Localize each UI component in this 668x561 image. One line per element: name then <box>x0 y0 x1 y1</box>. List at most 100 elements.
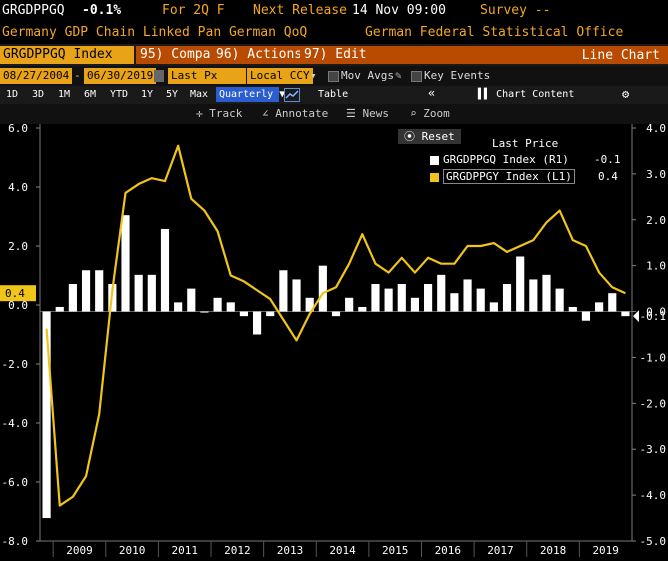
left-last-tag <box>0 285 36 302</box>
bar <box>542 274 551 312</box>
plot-background <box>40 124 632 543</box>
legend-item[interactable]: GRGDPPGY Index (L1) <box>430 169 575 184</box>
bar <box>279 270 288 312</box>
legend-swatch-white <box>430 155 439 165</box>
right-tick-label: -3.0 <box>640 443 667 456</box>
line-chart-icon[interactable] <box>284 88 300 102</box>
bar <box>134 274 143 312</box>
annotate-label: Annotate <box>275 107 329 120</box>
legend-item-value: 0.4 <box>598 170 618 183</box>
annotate-button[interactable]: ∠ Annotate <box>262 107 328 120</box>
range-1d[interactable]: 1D <box>6 89 19 100</box>
track-button[interactable]: ✛ Track <box>196 107 242 120</box>
key-events-checkbox[interactable] <box>411 71 422 82</box>
double-chevron-left-icon[interactable]: « <box>428 86 436 100</box>
left-tick-label: 6.0 <box>8 124 28 135</box>
reset-label: Reset <box>421 130 455 143</box>
range-1y[interactable]: 1Y <box>141 89 154 100</box>
end-date-input[interactable]: 06/30/2019 <box>84 68 157 84</box>
zoom-button[interactable]: ⌕ Zoom <box>410 107 450 120</box>
bar <box>331 311 341 317</box>
reset-button[interactable]: ⦿ Reset <box>398 129 461 144</box>
chevron-down-icon[interactable]: ▾ <box>310 69 317 82</box>
left-tick-label: -4.0 <box>2 417 29 430</box>
bar <box>450 293 459 312</box>
legend-item[interactable]: GRGDPPGQ Index (R1) <box>430 153 569 166</box>
bar <box>476 288 485 312</box>
range-1m[interactable]: 1M <box>58 89 71 100</box>
start-date-input[interactable]: 08/27/2004 <box>0 68 73 84</box>
x-tick-label: 2017 <box>487 544 514 557</box>
index-label[interactable]: GRGDPPGQ Index <box>0 46 134 64</box>
bar <box>437 274 446 312</box>
news-button[interactable]: ☰ News <box>346 107 389 120</box>
right-tick-label: -4.0 <box>640 489 667 502</box>
chevron-down-icon: ▼ <box>279 89 286 100</box>
edit-button[interactable]: 97) Edit ▾ <box>300 46 387 64</box>
right-last-label: -0.1 <box>640 310 667 323</box>
bar <box>68 284 77 312</box>
table-button[interactable]: Table <box>318 89 349 100</box>
pencil-icon[interactable]: ✎ <box>395 69 402 82</box>
actions-button[interactable]: 96) Actions ▾ <box>212 46 322 64</box>
bar <box>424 284 433 312</box>
compare-button[interactable]: 95) Compare <box>136 46 231 64</box>
x-tick-label: 2012 <box>224 544 251 557</box>
x-tick-label: 2018 <box>540 544 567 557</box>
range-6m[interactable]: 6M <box>84 89 97 100</box>
range-max[interactable]: Max <box>190 89 209 100</box>
ticker: GRGDPPGQ <box>2 3 65 18</box>
left-tick-label: 4.0 <box>8 181 28 194</box>
toolbar-fill <box>366 46 668 64</box>
legend-item-value: -0.1 <box>594 153 621 166</box>
chart-content-label: Chart Content <box>496 89 575 100</box>
tools-bar: ✛ Track ∠ Annotate ☰ News ⌕ Zoom <box>0 104 668 124</box>
bar <box>384 288 393 312</box>
left-last-label: 0.4 <box>5 287 25 300</box>
next-release-value: 14 Nov 09:00 <box>352 3 446 18</box>
series-line <box>45 144 626 507</box>
radio-icon: ⦿ <box>404 130 415 143</box>
last-px-select[interactable]: Last Px <box>168 68 246 84</box>
right-tick-label: -1.0 <box>640 351 667 364</box>
bar <box>345 297 354 312</box>
change: -0.1% <box>82 3 122 18</box>
bar <box>187 288 196 312</box>
edit-label: 97) Edit <box>304 47 367 62</box>
right-tick-label: 2.0 <box>646 214 666 227</box>
bar <box>213 297 222 312</box>
chart-type[interactable]: Line Chart <box>581 48 660 63</box>
news-icon: ☰ <box>346 107 356 120</box>
bar <box>608 293 617 312</box>
range-5y[interactable]: 5Y <box>166 89 179 100</box>
bar <box>95 270 104 312</box>
frequency-select[interactable]: Quarterly ▼ <box>216 87 285 102</box>
range-3d[interactable]: 3D <box>32 89 45 100</box>
x-tick-label: 2016 <box>435 544 462 557</box>
right-tick-label: 1.0 <box>646 260 666 273</box>
survey: Survey -- <box>480 3 551 18</box>
x-tick-label: 2015 <box>382 544 409 557</box>
range-ytd[interactable]: YTD <box>110 89 129 100</box>
bar <box>568 306 577 312</box>
calendar-icon[interactable] <box>154 70 164 82</box>
chart-icon: ▌▌ <box>478 89 491 100</box>
bar <box>174 302 183 312</box>
mov-avgs-label: Mov Avgs <box>341 69 394 82</box>
x-tick-label: 2014 <box>329 544 356 557</box>
bar <box>200 311 209 313</box>
frequency-label: Quarterly <box>219 89 274 100</box>
chart-area[interactable]: 6.0 4.0 2.0 0.0 -2.0 -4.0 -6.0 -8.0 4.0 3.0 2.0 1.0… <box>0 124 668 561</box>
right-last-pointer <box>633 310 639 323</box>
x-tick-label: 2009 <box>66 544 93 557</box>
bar <box>121 215 130 312</box>
bar <box>529 279 538 312</box>
mov-avgs-checkbox[interactable] <box>328 71 339 82</box>
legend-item-name: GRGDPPGY Index (L1) <box>443 169 575 184</box>
bar <box>410 297 420 312</box>
gear-icon[interactable]: ⚙ <box>622 87 630 101</box>
news-label: News <box>362 107 390 120</box>
bar <box>239 311 248 317</box>
chart-content-button[interactable]: ▌▌ Chart Content <box>478 89 574 100</box>
currency-select[interactable]: Local CCY <box>247 68 313 84</box>
